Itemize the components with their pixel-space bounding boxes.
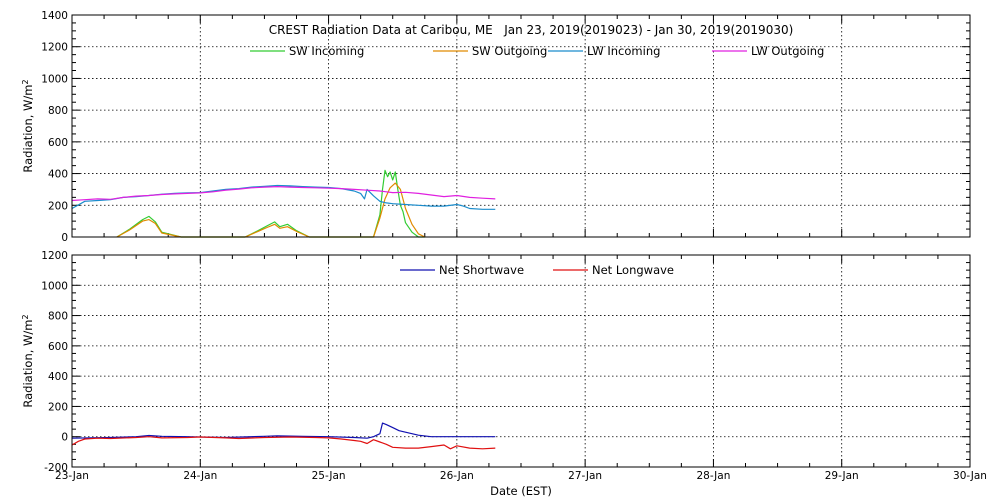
legend-label-sw-incoming: SW Incoming xyxy=(289,44,364,58)
series-line-net-longwave xyxy=(71,436,496,450)
y-tick-label: 1400 xyxy=(41,10,68,22)
y-tick-label: -200 xyxy=(44,462,68,474)
x-tick-label: 28-Jan xyxy=(696,470,730,482)
y-tick-label: 600 xyxy=(48,341,68,353)
legend-label-net-shortwave: Net Shortwave xyxy=(439,263,524,277)
plot-frame xyxy=(71,254,971,468)
x-tick-label: 26-Jan xyxy=(440,470,474,482)
series-line-sw-outgoing xyxy=(116,182,426,238)
series-line-sw-incoming xyxy=(116,169,425,238)
x-tick-label: 24-Jan xyxy=(183,470,217,482)
plot-frame xyxy=(71,14,971,238)
legend-label-lw-outgoing: LW Outgoing xyxy=(751,44,824,58)
x-tick-label: 30-Jan xyxy=(953,470,987,482)
x-tick-label: 23-Jan xyxy=(55,470,89,482)
y-tick-label: 800 xyxy=(48,311,68,323)
legend-label-net-longwave: Net Longwave xyxy=(592,263,674,277)
y-tick-label: 600 xyxy=(48,137,68,149)
y-tick-label: 0 xyxy=(61,232,68,244)
y-tick-label: 1200 xyxy=(41,250,68,262)
x-axis-label: Date (EST) xyxy=(490,484,552,498)
panel-1: 0 200 400 600 800 1000 1200 1400 Radiation, W/m2… xyxy=(21,10,971,244)
y-tick-label: 800 xyxy=(48,105,68,117)
panel-2: -200 0 200 400 600 800 1000 1200 23-Jan 24-Jan 25-… xyxy=(21,250,987,498)
legend-label-sw-outgoing: SW Outgoing xyxy=(472,44,547,58)
y-tick-label: 200 xyxy=(48,401,68,413)
series-line-net-shortwave xyxy=(71,422,496,439)
y-tick-label: 1000 xyxy=(41,280,68,292)
x-tick-label: 29-Jan xyxy=(825,470,859,482)
y-tick-label: 1200 xyxy=(41,42,68,54)
series-line-lw-incoming xyxy=(71,184,496,210)
x-tick-label: 27-Jan xyxy=(568,470,602,482)
y-tick-label: 200 xyxy=(48,200,68,212)
y-tick-label: 400 xyxy=(48,371,68,383)
legend-label-lw-incoming: LW Incoming xyxy=(587,44,660,58)
x-tick-label: 25-Jan xyxy=(312,470,346,482)
y-tick-label: 400 xyxy=(48,169,68,181)
y-axis-label: Radiation, W/m2 xyxy=(21,314,36,407)
chart-title: CREST Radiation Data at Caribou, ME Jan … xyxy=(269,23,794,37)
y-tick-label: 1000 xyxy=(41,73,68,85)
series-line-lw-outgoing xyxy=(71,186,496,202)
y-axis-label: Radiation, W/m2 xyxy=(21,79,36,172)
y-tick-label: 0 xyxy=(61,432,68,444)
